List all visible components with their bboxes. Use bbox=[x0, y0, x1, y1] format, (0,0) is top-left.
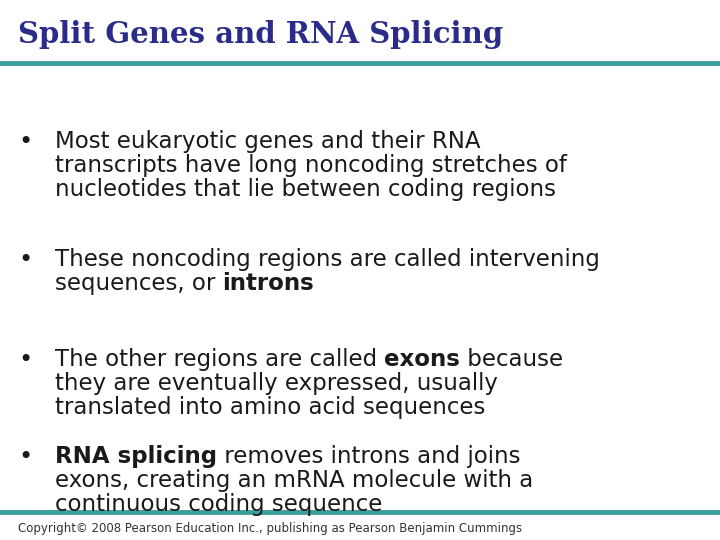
Text: Split Genes and RNA Splicing: Split Genes and RNA Splicing bbox=[18, 20, 503, 49]
Text: nucleotides that lie between coding regions: nucleotides that lie between coding regi… bbox=[55, 178, 556, 201]
Text: •: • bbox=[18, 248, 32, 272]
Text: RNA splicing: RNA splicing bbox=[55, 445, 217, 468]
Text: they are eventually expressed, usually: they are eventually expressed, usually bbox=[55, 372, 498, 395]
Text: introns: introns bbox=[222, 272, 315, 295]
Text: removes introns and joins: removes introns and joins bbox=[217, 445, 521, 468]
Text: exons, creating an mRNA molecule with a: exons, creating an mRNA molecule with a bbox=[55, 469, 534, 492]
Text: •: • bbox=[18, 130, 32, 154]
Text: sequences, or: sequences, or bbox=[55, 272, 222, 295]
Text: These noncoding regions are called intervening: These noncoding regions are called inter… bbox=[55, 248, 600, 271]
Text: Most eukaryotic genes and their RNA: Most eukaryotic genes and their RNA bbox=[55, 130, 480, 153]
Text: The other regions are called: The other regions are called bbox=[55, 348, 384, 371]
Text: continuous coding sequence: continuous coding sequence bbox=[55, 493, 382, 516]
Text: because: because bbox=[460, 348, 563, 371]
Text: •: • bbox=[18, 445, 32, 469]
Text: exons: exons bbox=[384, 348, 460, 371]
Text: transcripts have long noncoding stretches of: transcripts have long noncoding stretche… bbox=[55, 154, 567, 177]
Text: •: • bbox=[18, 348, 32, 372]
Text: translated into amino acid sequences: translated into amino acid sequences bbox=[55, 396, 485, 419]
Text: Copyright© 2008 Pearson Education Inc., publishing as Pearson Benjamin Cummings: Copyright© 2008 Pearson Education Inc., … bbox=[18, 522, 522, 535]
